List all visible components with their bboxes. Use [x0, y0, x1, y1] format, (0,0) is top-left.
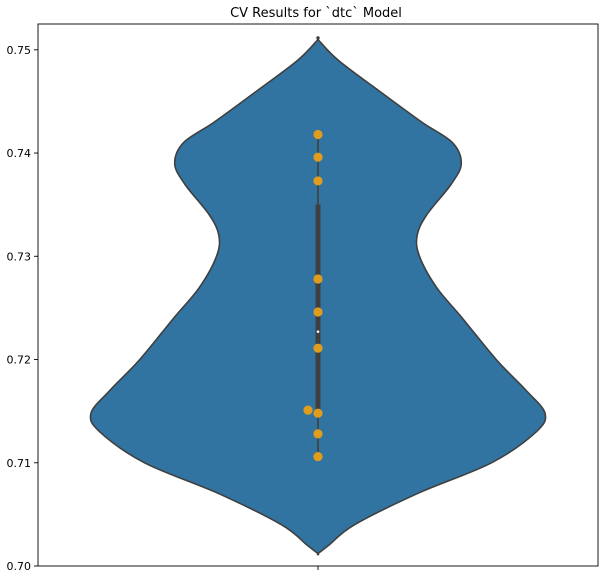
- data-point: [313, 451, 323, 462]
- data-point: [313, 429, 323, 439]
- y-tick-label: 0.71: [7, 457, 32, 470]
- data-point: [313, 307, 323, 317]
- y-tick-label: 0.75: [7, 44, 32, 57]
- data-point: [303, 405, 313, 415]
- data-point: [313, 274, 323, 284]
- data-point: [313, 176, 323, 186]
- data-point: [313, 129, 323, 140]
- chart-title: CV Results for `dtc` Model: [230, 6, 402, 21]
- axes-layer: 0.70 0.71 0.72 0.73 0.74 0.75: [7, 23, 599, 573]
- data-point: [313, 152, 323, 162]
- data-point: [313, 343, 323, 353]
- y-tick-label: 0.73: [7, 250, 32, 263]
- y-tick-label: 0.74: [7, 147, 32, 160]
- y-tick-label: 0.70: [7, 560, 32, 573]
- box-median: [316, 330, 320, 333]
- points-layer: [303, 129, 323, 462]
- data-point: [313, 408, 323, 418]
- y-tick-label: 0.72: [7, 354, 32, 367]
